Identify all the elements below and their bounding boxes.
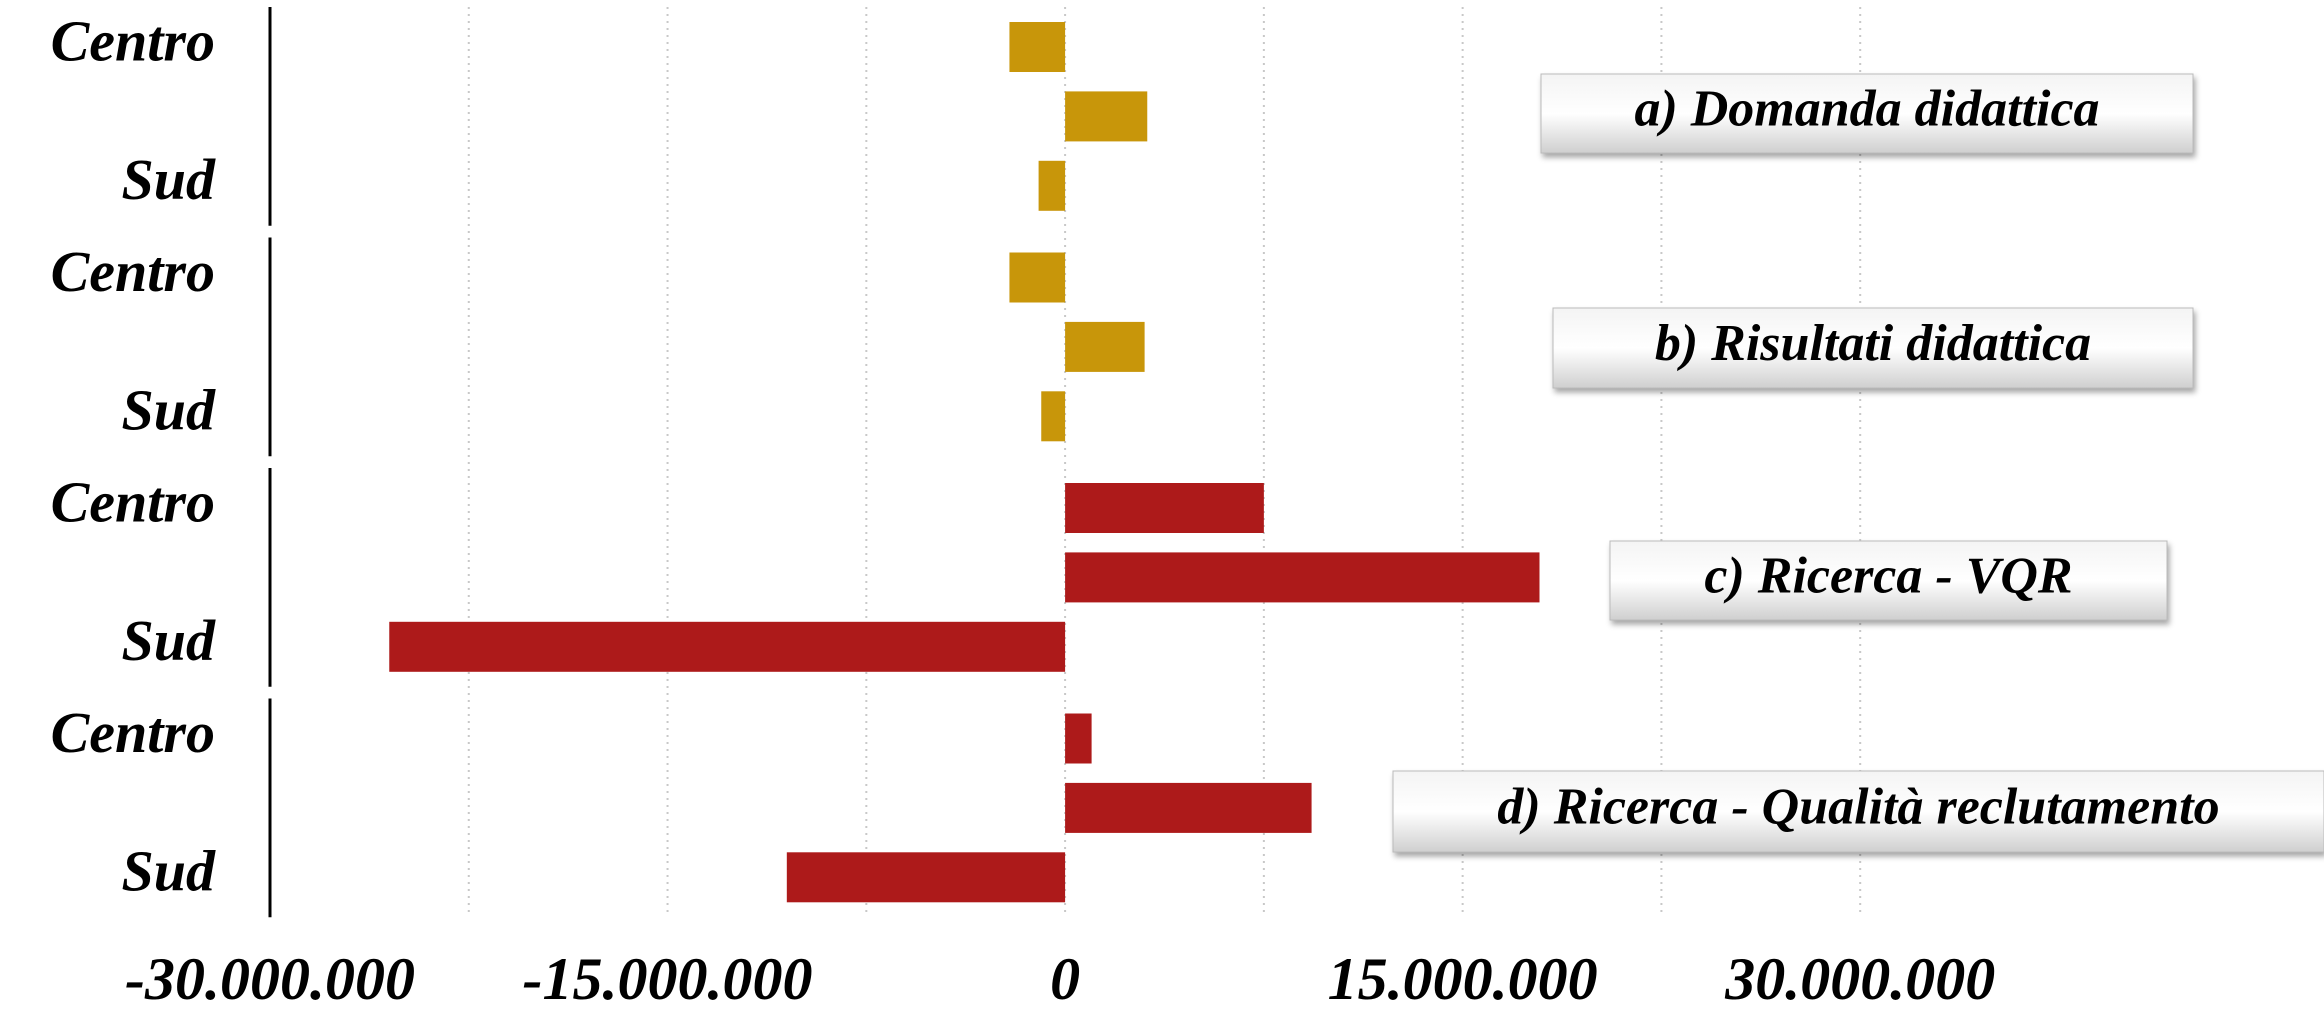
panel-label-box xyxy=(1392,770,2324,853)
bar xyxy=(1041,391,1066,442)
x-tick-label: 0 xyxy=(1050,946,1080,1012)
x-tick-label: -15.000.000 xyxy=(523,946,813,1012)
bar xyxy=(1009,22,1066,72)
panel-title: a) Domanda didattica xyxy=(1634,80,2099,137)
x-tick-label: -30.000.000 xyxy=(125,946,415,1012)
panel-label-box xyxy=(1540,73,2194,154)
y-tick-label: Sud xyxy=(121,608,216,673)
bar xyxy=(786,852,1066,903)
bar xyxy=(1038,160,1066,211)
panel-title: b) Risultati didattica xyxy=(1655,315,2091,372)
panel-title: d) Ricerca - Qualità reclutamento xyxy=(1497,778,2219,835)
bar xyxy=(1065,321,1145,372)
x-tick-label: 15.000.000 xyxy=(1328,946,1598,1012)
panel-label-box xyxy=(1609,540,2168,621)
y-tick-label: Centro xyxy=(51,700,215,765)
panel-title: c) Ricerca - VQR xyxy=(1704,547,2072,604)
x-tick-label: 30.000.000 xyxy=(1724,946,1995,1012)
bar xyxy=(1065,91,1148,142)
y-tick-label: Sud xyxy=(121,147,216,212)
bar xyxy=(1065,782,1312,833)
y-tick-label: Sud xyxy=(121,839,216,904)
bar xyxy=(1065,483,1264,533)
y-tick-label: Centro xyxy=(51,239,215,304)
y-tick-label: Sud xyxy=(121,378,216,443)
y-tick-label: Centro xyxy=(51,469,215,534)
bar xyxy=(1009,252,1066,303)
y-tick-label: Centro xyxy=(51,8,215,73)
bar xyxy=(1065,713,1092,764)
bar xyxy=(389,621,1066,672)
bar xyxy=(1065,552,1540,603)
panel-label-box xyxy=(1552,307,2194,389)
